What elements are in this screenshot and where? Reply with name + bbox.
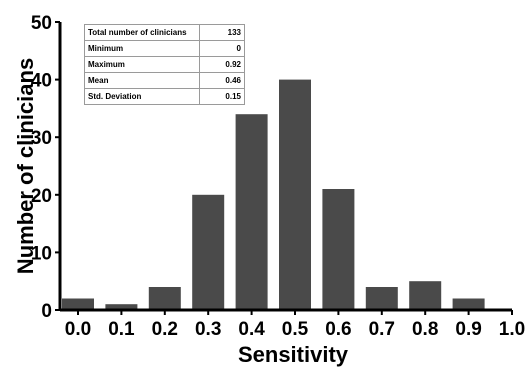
stat-value: 0.92 xyxy=(199,56,245,73)
stat-label: Std. Deviation xyxy=(84,88,200,105)
x-tick-label: 0.0 xyxy=(65,319,91,340)
x-tick-label: 0.7 xyxy=(369,319,395,340)
y-tick-label: 40 xyxy=(31,71,52,92)
x-tick-label: 0.2 xyxy=(152,319,178,340)
stats-row-total: Total number of clinicians 133 xyxy=(84,24,245,41)
y-tick-label: 20 xyxy=(31,186,52,207)
stat-value: 0.46 xyxy=(199,72,245,89)
bar-2 xyxy=(148,287,181,310)
x-tick-label: 0.3 xyxy=(195,319,221,340)
stat-label: Mean xyxy=(84,72,200,89)
bar-4 xyxy=(235,114,268,310)
stat-label: Minimum xyxy=(84,40,200,57)
y-tick-label: 0 xyxy=(41,301,52,322)
bar-8 xyxy=(409,281,442,310)
bar-3 xyxy=(192,194,225,310)
x-tick-label: 0.6 xyxy=(325,319,351,340)
y-tick-label: 10 xyxy=(31,243,52,264)
y-tick-label: 30 xyxy=(31,128,52,149)
stats-row-std-deviation: Std. Deviation 0.15 xyxy=(84,88,245,105)
bar-1 xyxy=(105,304,138,310)
summary-stats-table: Total number of clinicians 133 Minimum 0… xyxy=(84,24,245,105)
x-tick-label: 0.1 xyxy=(108,319,135,340)
x-tick-label: 0.5 xyxy=(282,319,309,340)
stats-row-maximum: Maximum 0.92 xyxy=(84,56,245,73)
y-axis-title: Number of clinicians xyxy=(13,58,38,274)
bar-7 xyxy=(365,287,398,310)
x-tick-label: 0.9 xyxy=(455,319,481,340)
bar-9 xyxy=(452,298,485,310)
stat-value: 133 xyxy=(199,24,245,41)
stat-value: 0 xyxy=(199,40,245,57)
bar-0 xyxy=(62,298,94,310)
bars-layer xyxy=(62,79,485,310)
x-axis-title: Sensitivity xyxy=(238,342,349,367)
bar-6 xyxy=(322,189,355,310)
stat-label: Maximum xyxy=(84,56,200,73)
bar-5 xyxy=(279,79,311,310)
x-tick-label: 0.4 xyxy=(238,319,265,340)
y-tick-label: 50 xyxy=(31,13,52,34)
stats-row-mean: Mean 0.46 xyxy=(84,72,245,89)
y-ticks-layer: 0 10 20 30 40 50 xyxy=(31,13,60,322)
x-ticks-layer: 0.0 0.1 0.2 0.3 0.4 0.5 0.6 0.7 0.8 0.9 1.0 xyxy=(65,310,525,340)
stat-label: Total number of clinicians xyxy=(84,24,200,41)
stat-value: 0.15 xyxy=(199,88,245,105)
stats-row-minimum: Minimum 0 xyxy=(84,40,245,57)
x-tick-label: 0.8 xyxy=(412,319,438,340)
x-tick-label: 1.0 xyxy=(499,319,525,340)
